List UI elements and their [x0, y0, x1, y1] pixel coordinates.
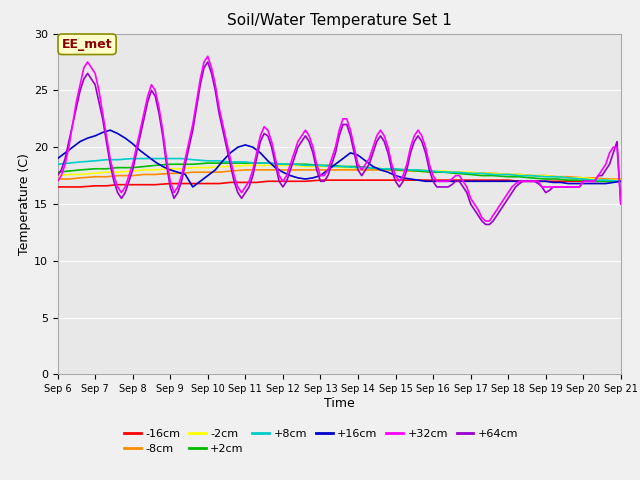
- Title: Soil/Water Temperature Set 1: Soil/Water Temperature Set 1: [227, 13, 452, 28]
- Legend: -16cm, -8cm, -2cm, +2cm, +8cm, +16cm, +32cm, +64cm: -16cm, -8cm, -2cm, +2cm, +8cm, +16cm, +3…: [120, 424, 523, 459]
- Text: EE_met: EE_met: [62, 38, 113, 51]
- Y-axis label: Temperature (C): Temperature (C): [18, 153, 31, 255]
- X-axis label: Time: Time: [324, 397, 355, 410]
